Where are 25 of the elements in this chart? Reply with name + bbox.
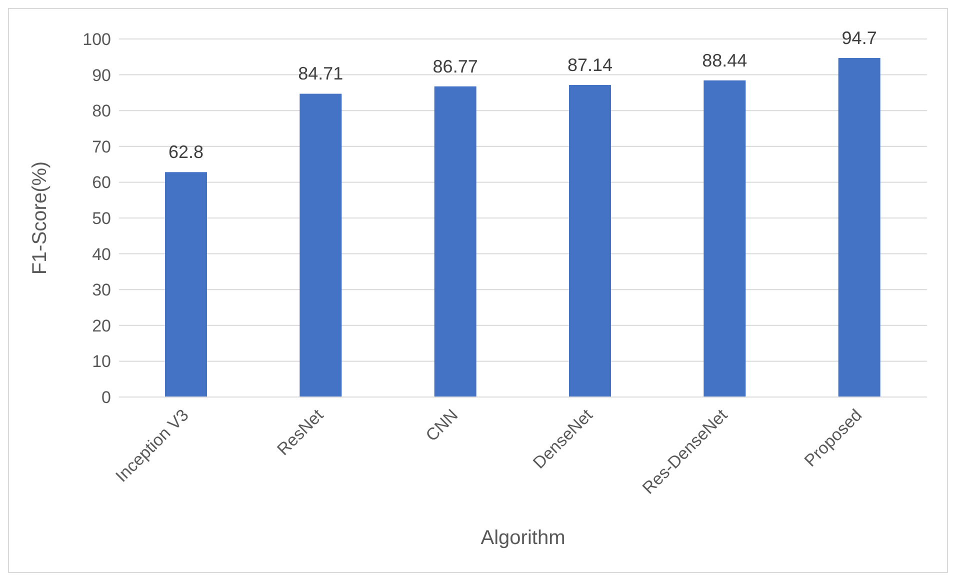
data-label: 86.77 [432,56,478,76]
bar [569,85,611,397]
bar [300,94,342,397]
y-tick-label: 80 [92,102,111,121]
y-tick-label: 20 [92,316,111,336]
data-label: 88.44 [702,50,748,70]
data-label: 84.71 [298,64,344,84]
x-axis-title: Algorithm [480,527,566,549]
y-tick-label: 30 [92,280,111,300]
data-label: 87.14 [567,55,613,76]
y-axis-title: F1-Score(%) [29,161,52,275]
y-tick-label: 40 [92,244,111,264]
bar [434,86,476,397]
y-tick-label: 50 [92,209,111,228]
y-tick-label: 70 [92,137,111,156]
bar [165,172,207,397]
y-tick-label: 100 [82,30,111,50]
bar [838,58,880,397]
data-label: 94.7 [842,28,877,48]
y-tick-label: 90 [92,66,111,85]
y-tick-label: 0 [102,388,111,408]
data-label: 62.8 [168,142,204,162]
y-tick-label: 10 [92,352,111,372]
bar [704,80,746,397]
y-tick-label: 60 [92,173,111,192]
